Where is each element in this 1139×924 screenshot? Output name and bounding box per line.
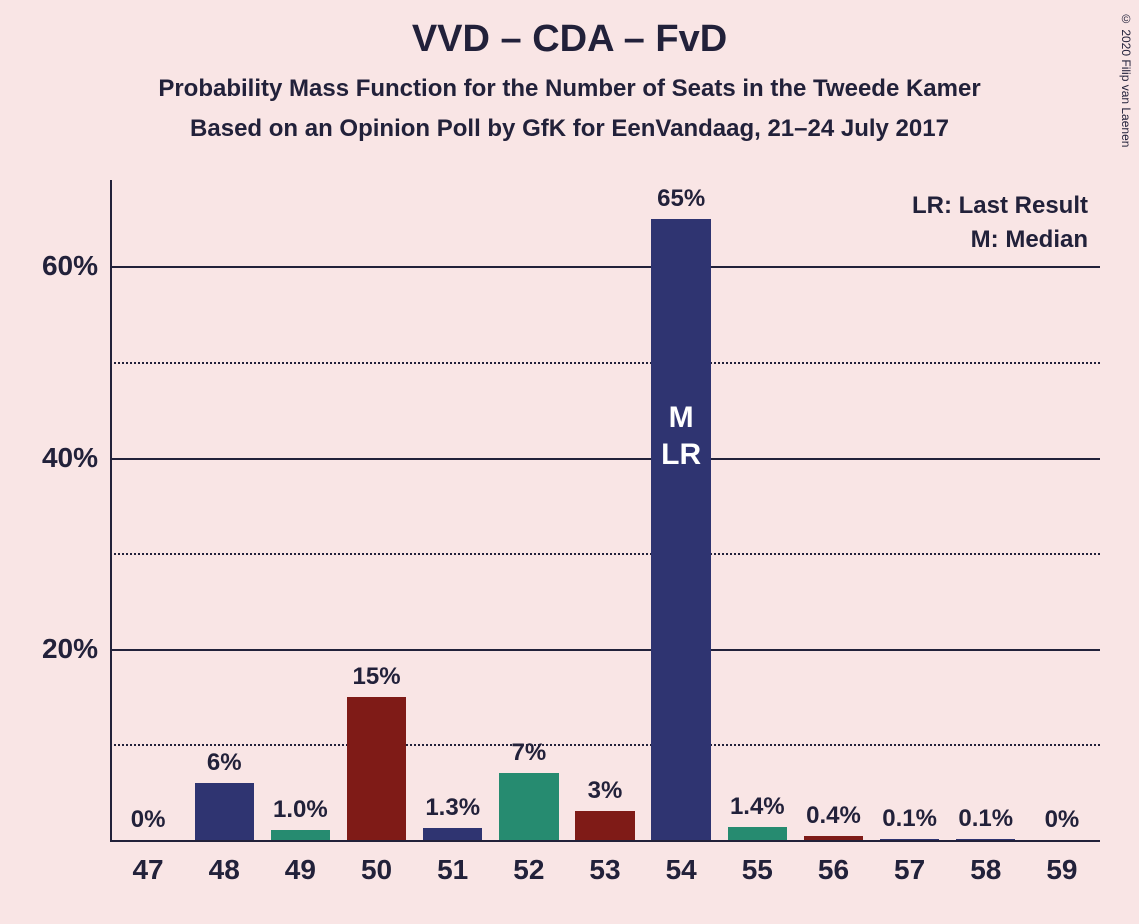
ytick-label: 40%	[42, 442, 110, 474]
legend-m: M: Median	[912, 226, 1088, 254]
xtick-label: 54	[666, 840, 697, 886]
gridline-minor	[110, 744, 1100, 746]
bar	[423, 828, 482, 840]
bar-value-label: 1.0%	[273, 796, 328, 830]
bar-value-label: 1.4%	[730, 793, 785, 827]
xtick-label: 52	[513, 840, 544, 886]
legend-lr: LR: Last Result	[912, 192, 1088, 220]
xtick-label: 59	[1046, 840, 1077, 886]
chart-subtitle-1: Probability Mass Function for the Number…	[0, 75, 1139, 103]
y-axis	[110, 180, 112, 840]
bar	[499, 773, 558, 840]
bar-value-label: 0.4%	[806, 802, 861, 836]
bar-value-label: 15%	[353, 663, 401, 697]
chart-title: VVD – CDA – FvD	[0, 0, 1139, 61]
bar-value-label: 0%	[1045, 806, 1080, 840]
bar-value-label: 65%	[657, 185, 705, 219]
bar-value-label: 0.1%	[882, 805, 937, 839]
bar-value-label: 6%	[207, 749, 242, 783]
xtick-label: 49	[285, 840, 316, 886]
xtick-label: 58	[970, 840, 1001, 886]
bar	[271, 830, 330, 840]
bar-value-label: 1.3%	[425, 794, 480, 828]
bar	[195, 783, 254, 840]
bar-value-label: 0%	[131, 806, 166, 840]
ytick-label: 60%	[42, 250, 110, 282]
xtick-label: 50	[361, 840, 392, 886]
plot-area: 20%40%60%0%476%481.0%4915%501.3%517%523%…	[110, 190, 1100, 840]
xtick-label: 57	[894, 840, 925, 886]
bar	[347, 697, 406, 840]
bar-value-label: 0.1%	[958, 805, 1013, 839]
xtick-label: 55	[742, 840, 773, 886]
gridline-minor	[110, 362, 1100, 364]
bar	[575, 811, 634, 840]
gridline-major	[110, 458, 1100, 460]
xtick-label: 56	[818, 840, 849, 886]
copyright-label: © 2020 Filip van Laenen	[1119, 12, 1133, 147]
bar	[728, 827, 787, 840]
bar-value-label: 3%	[588, 777, 623, 811]
chart-subtitle-2: Based on an Opinion Poll by GfK for EenV…	[0, 115, 1139, 143]
ytick-label: 20%	[42, 633, 110, 665]
legend: LR: Last Result M: Median	[912, 192, 1088, 254]
gridline-minor	[110, 553, 1100, 555]
xtick-label: 48	[209, 840, 240, 886]
xtick-label: 53	[589, 840, 620, 886]
bar	[651, 219, 710, 840]
gridline-major	[110, 649, 1100, 651]
xtick-label: 47	[132, 840, 163, 886]
bar-value-label: 7%	[512, 739, 547, 773]
xtick-label: 51	[437, 840, 468, 886]
median-marker: MLR	[661, 399, 701, 474]
gridline-major	[110, 266, 1100, 268]
